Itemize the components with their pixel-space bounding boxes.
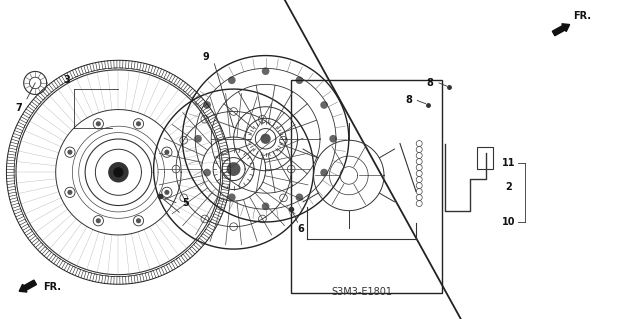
Circle shape bbox=[108, 162, 129, 182]
Circle shape bbox=[204, 101, 211, 109]
Text: 2: 2 bbox=[506, 182, 512, 192]
Circle shape bbox=[113, 167, 124, 177]
Text: 11: 11 bbox=[502, 158, 516, 168]
Text: FR.: FR. bbox=[44, 282, 61, 292]
Bar bbox=[477, 147, 493, 169]
Text: S3M3-E1801: S3M3-E1801 bbox=[331, 287, 392, 297]
FancyArrow shape bbox=[19, 280, 36, 292]
Text: 7: 7 bbox=[16, 103, 22, 114]
Circle shape bbox=[67, 190, 72, 195]
Text: 5: 5 bbox=[182, 198, 189, 208]
Circle shape bbox=[136, 121, 141, 126]
Circle shape bbox=[194, 135, 202, 143]
Text: FR.: FR. bbox=[573, 11, 591, 21]
Circle shape bbox=[227, 162, 241, 176]
FancyArrow shape bbox=[552, 24, 570, 36]
Bar bbox=[291, 80, 442, 293]
Circle shape bbox=[67, 150, 72, 155]
Text: 8: 8 bbox=[405, 95, 412, 106]
Circle shape bbox=[136, 218, 141, 223]
Circle shape bbox=[296, 193, 303, 201]
Text: 10: 10 bbox=[502, 217, 516, 227]
Text: 8: 8 bbox=[427, 78, 433, 88]
Circle shape bbox=[330, 135, 337, 143]
Circle shape bbox=[320, 169, 328, 176]
Circle shape bbox=[204, 169, 211, 176]
Circle shape bbox=[228, 76, 236, 84]
Circle shape bbox=[228, 193, 236, 201]
Circle shape bbox=[260, 134, 271, 144]
Circle shape bbox=[262, 67, 269, 75]
Circle shape bbox=[262, 203, 269, 210]
Text: 9: 9 bbox=[203, 52, 209, 63]
Circle shape bbox=[320, 101, 328, 109]
Text: 3: 3 bbox=[64, 75, 70, 85]
Circle shape bbox=[96, 218, 101, 223]
Circle shape bbox=[296, 76, 303, 84]
Text: 6: 6 bbox=[298, 224, 304, 234]
Circle shape bbox=[164, 190, 170, 195]
Circle shape bbox=[164, 150, 170, 155]
Circle shape bbox=[96, 121, 101, 126]
